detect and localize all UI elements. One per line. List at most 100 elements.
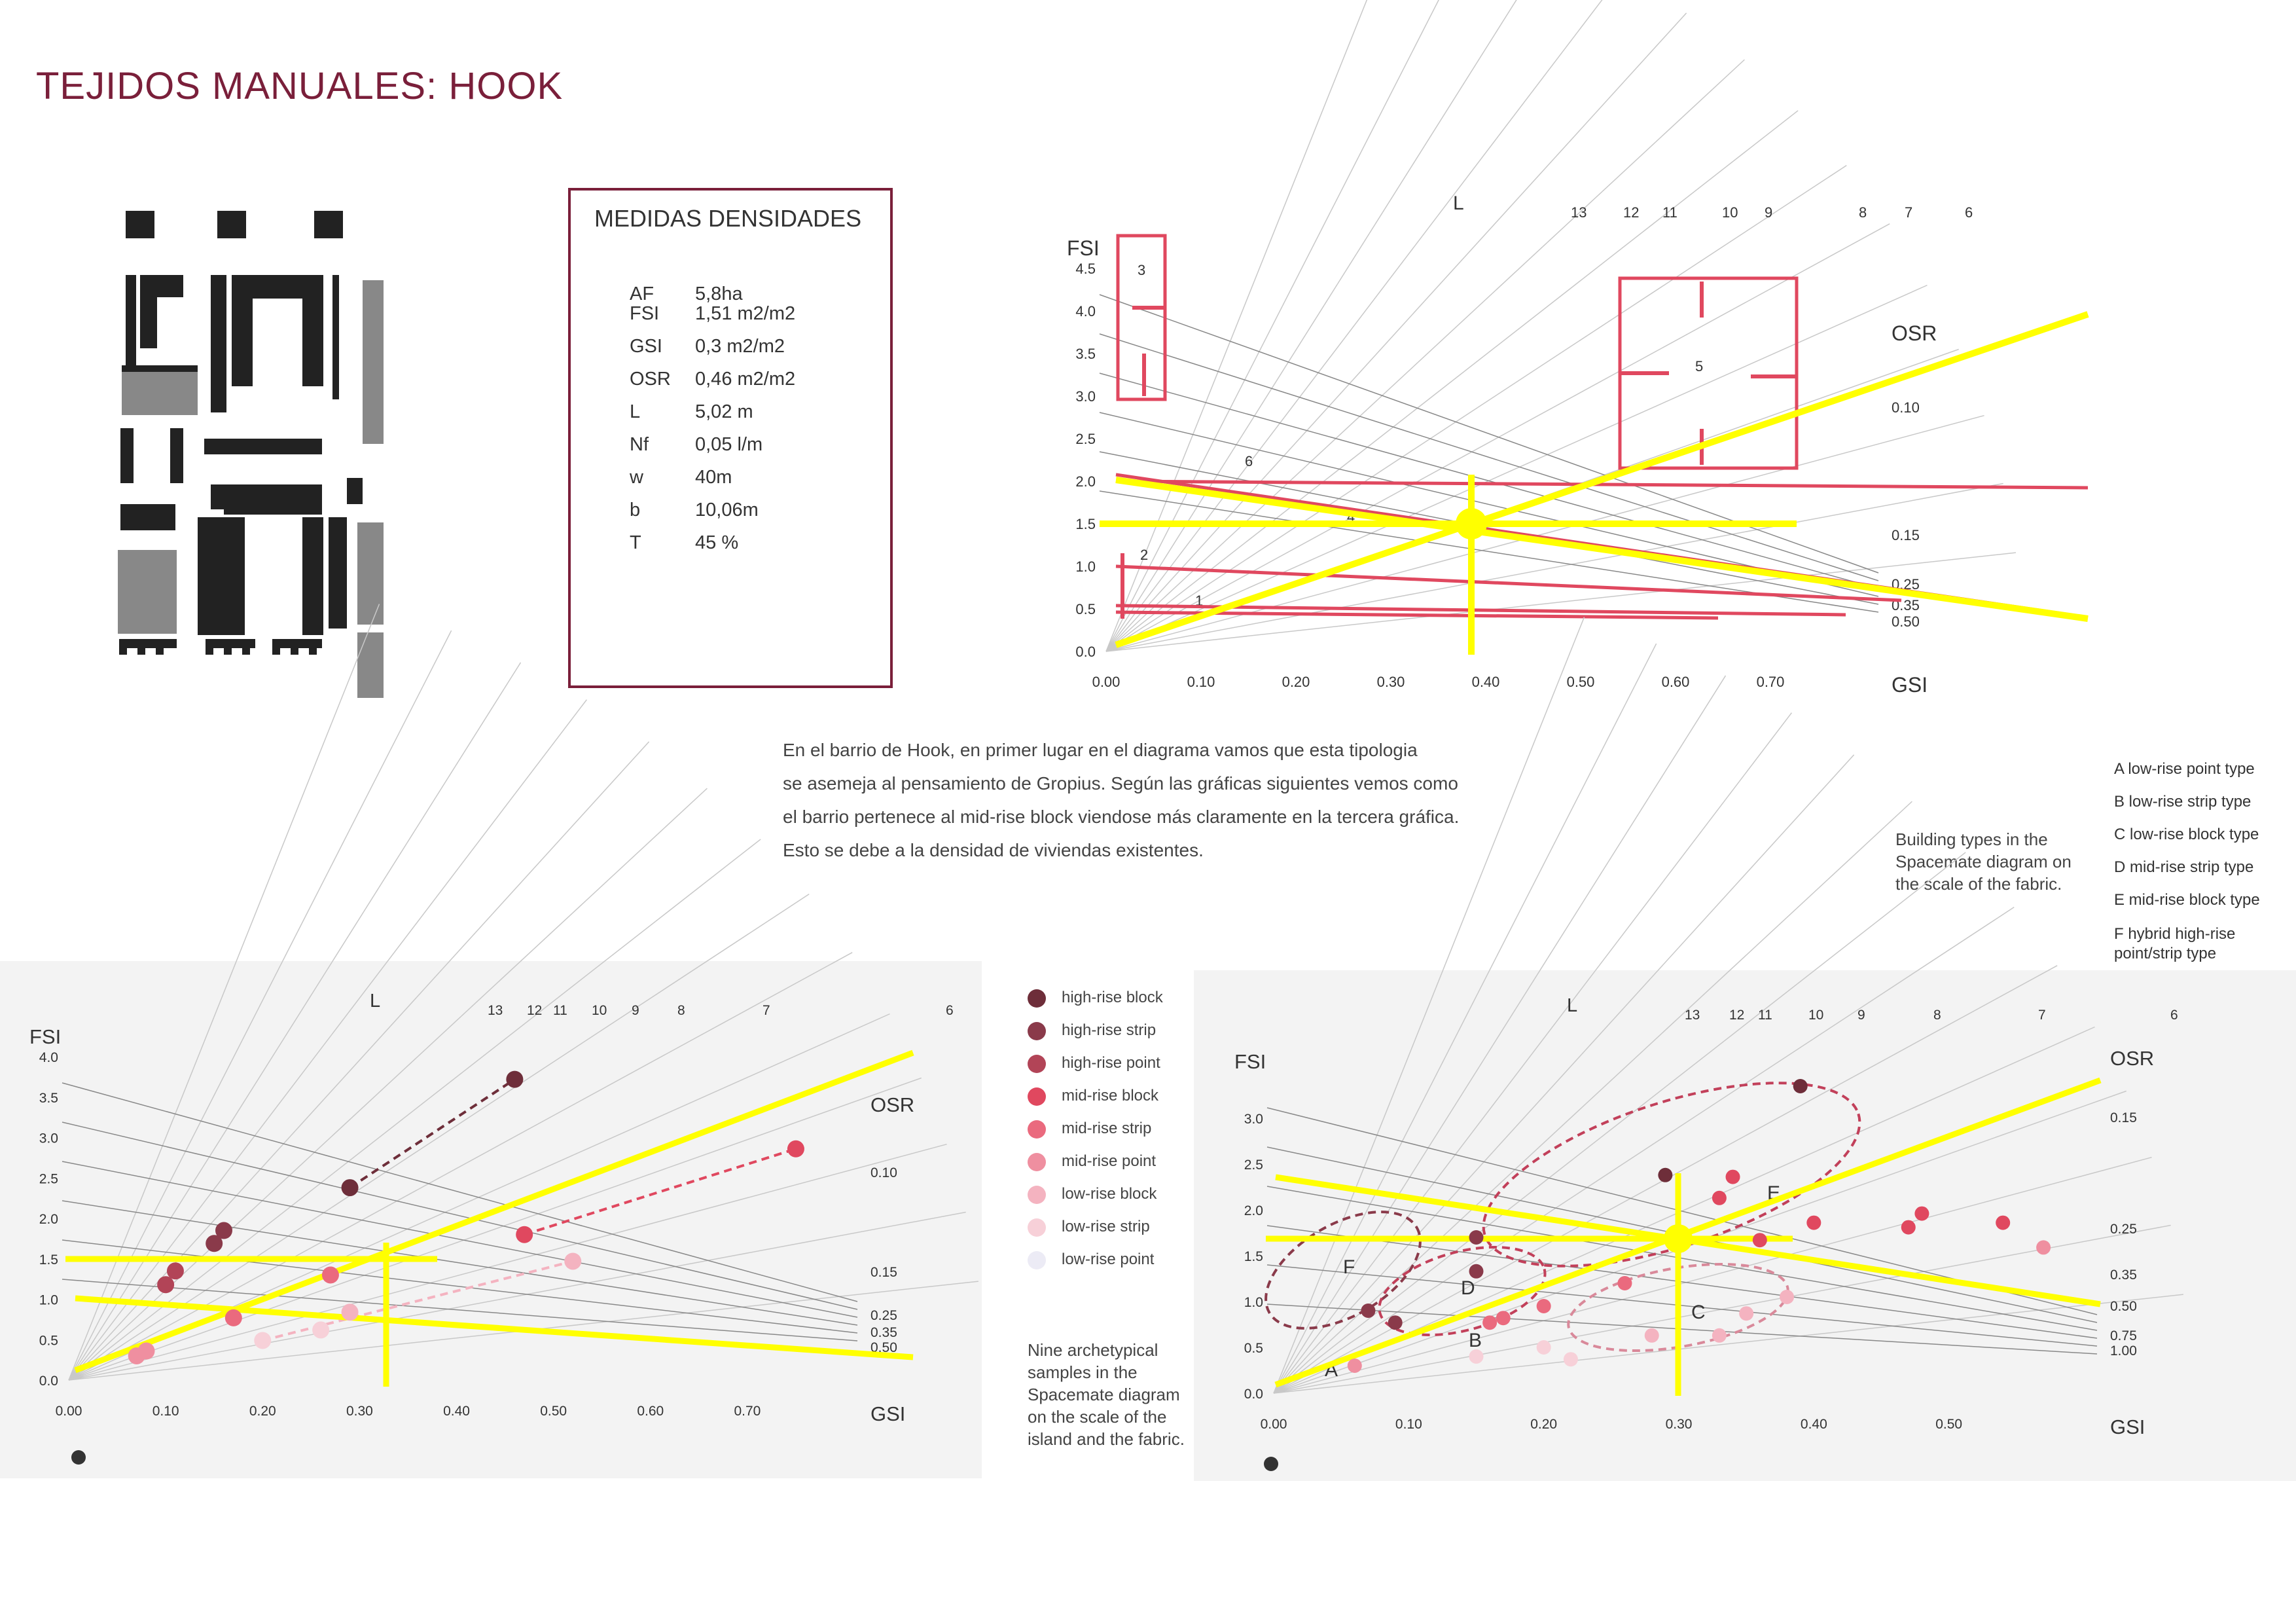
L-tick-label: 12 — [1623, 204, 1639, 221]
y-tick-label: 2.5 — [1244, 1158, 1263, 1173]
sample-point — [224, 1309, 242, 1326]
x-tick-label: 0.00 — [56, 1404, 82, 1419]
x-tick-label: 0.50 — [1567, 674, 1595, 690]
legend-dot — [1028, 989, 1046, 1008]
fan-line — [1105, 483, 2003, 652]
fan-line — [1273, 1156, 2152, 1394]
legend-item: mid-rise block — [1028, 1087, 1158, 1106]
hook-position-point — [1456, 508, 1487, 539]
L-tick-label: 12 — [1729, 1008, 1744, 1023]
sample-point — [157, 1276, 175, 1294]
red-limit-line — [1115, 479, 2089, 490]
x-tick-label: 0.00 — [1092, 674, 1121, 690]
fan-line — [1273, 675, 1727, 1394]
yellow-l-line — [75, 1295, 914, 1360]
y-axis-label: FSI — [1234, 1050, 1266, 1073]
sample-point — [1914, 1206, 1929, 1221]
density-row-gsi: GSI 0,3 m2/m2 — [630, 336, 785, 357]
osr-line — [62, 1239, 858, 1334]
density-row-b: b 10,06m — [630, 500, 759, 520]
x-tick-label: 0.70 — [1757, 674, 1785, 690]
y-tick-label: 3.5 — [39, 1091, 58, 1106]
x-tick-label: 0.30 — [1666, 1417, 1693, 1432]
sample-point — [166, 1262, 184, 1280]
sample-point — [312, 1321, 330, 1339]
density-row-nf: Nf 0,05 l/m — [630, 434, 763, 455]
region-label: 3 — [1138, 262, 1145, 278]
cluster-label: B — [1469, 1330, 1482, 1351]
region-box — [1116, 234, 1167, 401]
L-tick-label: 9 — [1857, 1008, 1865, 1023]
L-tick-label: 8 — [677, 1003, 685, 1018]
x-axis-label: GSI — [870, 1402, 905, 1425]
x-tick-label: 0.10 — [1395, 1417, 1422, 1432]
y-tick-label: 2.0 — [1244, 1203, 1263, 1218]
sample-point — [1469, 1230, 1484, 1245]
L-tick-label: 7 — [762, 1003, 770, 1018]
spacemate-chart-samples-island: 0.00 0.10 0.20 0.30 0.40 0.50 0.60 0.70 0.0 0.5 1.… — [29, 604, 979, 1465]
osr-tick-label: 0.50 — [1892, 613, 1920, 630]
fan-line — [1105, 165, 1847, 652]
x-axis-label: GSI — [1892, 673, 1928, 697]
density-row-af: AF 5,8ha — [630, 283, 743, 304]
osr-line — [1266, 1264, 2098, 1347]
y-tick-label: 0.0 — [1075, 644, 1096, 660]
building-type-item: A low-rise point type — [2114, 760, 2255, 778]
hook-position-point — [1664, 1224, 1693, 1253]
paragraph-line: el barrio pertenece al mid-rise block vi… — [783, 807, 1460, 827]
y-tick-label: 2.0 — [39, 1212, 58, 1227]
osr-tick-label: 1.00 — [2110, 1343, 2137, 1359]
L-tick-label: 6 — [946, 1003, 954, 1018]
y-tick-label: 3.0 — [1075, 388, 1096, 405]
legend-item: high-rise block — [1028, 989, 1163, 1008]
fan-line — [1273, 643, 1657, 1394]
sample-point — [1347, 1359, 1362, 1373]
legend-item: low-rise point — [1028, 1250, 1154, 1269]
osr-line — [1099, 490, 1879, 613]
osr-line — [62, 1122, 858, 1310]
x-tick-label: 0.10 — [1187, 674, 1215, 690]
fan-line — [68, 839, 761, 1381]
x-tick-label: 0.30 — [1377, 674, 1405, 690]
osr-tick-label: 0.15 — [2110, 1110, 2137, 1125]
spacemate-chart-hook: 0.00 0.10 0.20 0.30 0.40 0.50 0.60 0.70 0.0 0.5 1.… — [1067, 0, 2089, 697]
osr-line — [62, 1082, 858, 1302]
sample-point — [321, 1266, 339, 1284]
sample-point — [564, 1252, 582, 1270]
cluster-label: D — [1461, 1277, 1475, 1299]
L-tick-label: 13 — [1685, 1008, 1700, 1023]
osr-line — [62, 1279, 858, 1341]
sample-point — [1496, 1311, 1511, 1326]
paragraph-line: Esto se debe a la densidad de viviendas … — [783, 840, 1204, 860]
density-row-fsi: FSI 1,51 m2/m2 — [630, 303, 796, 324]
osr-line — [1099, 412, 1879, 597]
page-number: 21 — [1266, 1460, 1276, 1469]
x-tick-label: 0.30 — [346, 1404, 373, 1419]
L-tick-label: 10 — [592, 1003, 607, 1018]
osr-tick-label: 0.35 — [870, 1325, 897, 1340]
sample-point — [1780, 1290, 1795, 1304]
x-tick-label: 0.20 — [1530, 1417, 1557, 1432]
region-label: 6 — [1245, 453, 1253, 469]
y-tick-label: 1.5 — [1244, 1249, 1263, 1264]
fan-line — [1273, 852, 1966, 1394]
y-axis-label: FSI — [29, 1025, 61, 1048]
legend-dot — [1028, 1120, 1046, 1139]
sample-point — [1712, 1190, 1727, 1205]
building-type-item: F hybrid high-rise point/strip type — [2114, 925, 2236, 962]
sample-point — [1996, 1215, 2011, 1230]
fan-line — [68, 630, 452, 1381]
x-tick-label: 0.60 — [637, 1404, 664, 1419]
sample-point — [1658, 1167, 1673, 1182]
yellow-l-line — [1115, 477, 2089, 622]
fan-line — [1105, 0, 1603, 652]
page-number-badge — [1264, 1457, 1278, 1471]
osr-line — [62, 1161, 858, 1318]
legend-item: low-rise strip — [1028, 1218, 1150, 1237]
sample-point — [1644, 1328, 1659, 1343]
fan-line — [68, 1143, 947, 1381]
L-axis-label: L — [1567, 995, 1577, 1016]
legend-dot — [1028, 1087, 1046, 1106]
urban-plan-map — [106, 196, 389, 702]
fan-line — [1273, 1294, 2184, 1394]
